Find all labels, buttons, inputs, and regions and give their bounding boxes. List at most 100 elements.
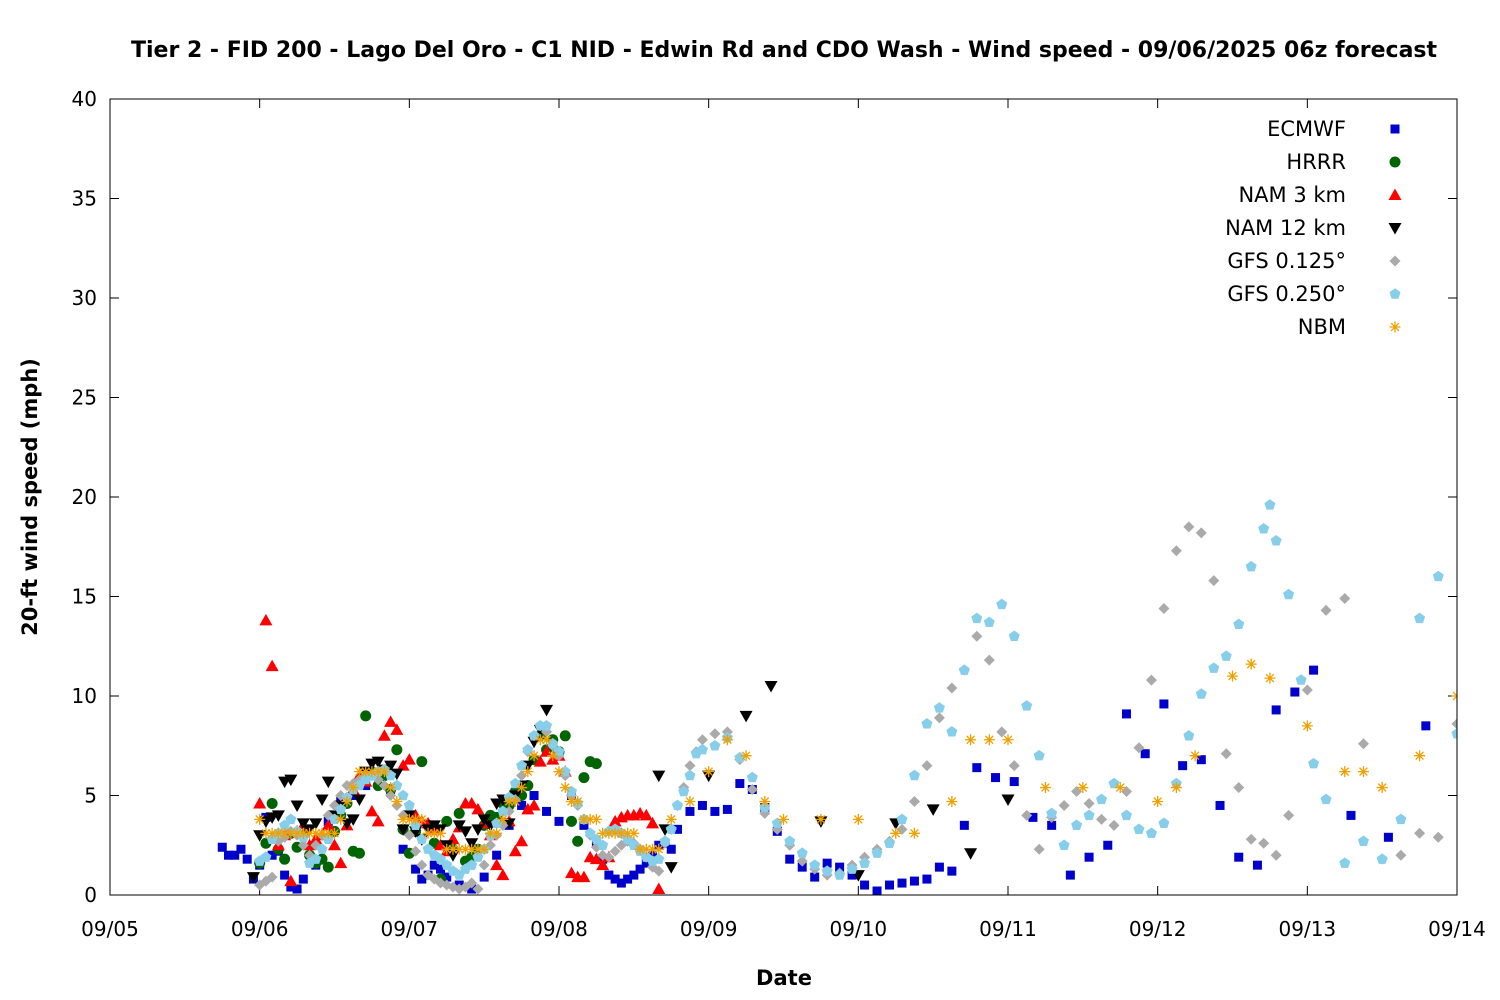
data-point (509, 777, 521, 789)
data-point (441, 843, 453, 855)
data-point (1033, 749, 1045, 761)
data-point (709, 728, 721, 740)
data-point (217, 842, 227, 852)
data-point (533, 755, 547, 767)
data-point (492, 850, 502, 860)
data-point (284, 874, 298, 887)
data-point (946, 726, 958, 737)
data-point (1120, 786, 1132, 798)
chart-title: Tier 2 - FID 200 - Lago Del Oro - C1 NID… (131, 38, 1438, 63)
data-point (1145, 674, 1157, 686)
data-point (285, 827, 297, 839)
x-tick-label: 09/11 (979, 917, 1037, 941)
data-point (697, 800, 707, 810)
data-point (352, 794, 366, 806)
data-point (648, 850, 658, 860)
data-point (629, 870, 639, 880)
data-point (471, 802, 485, 815)
data-point (372, 780, 384, 792)
legend-label: ECMWF (1267, 117, 1346, 141)
data-point (1264, 499, 1276, 510)
data-point (416, 813, 428, 825)
data-point (291, 827, 303, 839)
x-axis-label: Date (756, 966, 812, 990)
data-point (709, 739, 721, 751)
data-point (1258, 837, 1270, 849)
y-tick-label: 0 (84, 883, 97, 907)
data-point (310, 827, 322, 839)
data-point (996, 726, 1008, 738)
data-point (321, 818, 335, 831)
data-point (1215, 800, 1225, 810)
data-point (466, 859, 478, 870)
data-point (484, 827, 496, 839)
data-point (266, 871, 278, 883)
data-point (926, 804, 940, 816)
data-point (541, 720, 553, 731)
data-point (310, 853, 322, 864)
data-point (971, 630, 983, 642)
data-point (1252, 860, 1262, 870)
data-point (810, 872, 820, 882)
data-point (528, 750, 540, 762)
data-point (280, 870, 290, 880)
data-point (684, 760, 696, 772)
data-point (590, 813, 602, 825)
data-point (871, 847, 883, 858)
data-point (1233, 618, 1245, 630)
data-point (1046, 807, 1058, 819)
data-point (1414, 750, 1426, 762)
data-point (441, 859, 453, 870)
data-point (946, 795, 958, 807)
data-point (471, 824, 485, 836)
data-point (1339, 766, 1351, 778)
data-point (1196, 755, 1206, 765)
data-point (428, 827, 440, 839)
data-point (797, 862, 807, 872)
data-point (590, 758, 602, 770)
data-point (771, 817, 783, 829)
data-point (652, 770, 666, 783)
data-point (1459, 781, 1468, 790)
data-point (860, 880, 870, 890)
data-point (540, 704, 554, 717)
data-point (1432, 570, 1444, 582)
data-point (933, 702, 945, 713)
data-point (584, 827, 596, 838)
data-point (1432, 831, 1444, 843)
data-point (271, 810, 285, 822)
plot-frame (109, 98, 1458, 896)
data-point (639, 808, 653, 821)
data-point (497, 805, 509, 817)
series-0 (217, 665, 1468, 895)
data-point (572, 835, 584, 847)
data-point (497, 813, 509, 825)
data-point (1451, 728, 1457, 739)
data-point (815, 813, 827, 825)
x-tick-label: 09/12 (1129, 917, 1187, 941)
data-point (236, 844, 246, 854)
data-point (230, 850, 240, 860)
data-point (422, 843, 434, 854)
data-point (442, 872, 452, 882)
data-point (1096, 793, 1108, 805)
data-point (502, 818, 516, 830)
legend-marker (1388, 188, 1402, 200)
data-point (628, 827, 640, 839)
data-point (515, 834, 529, 847)
legend-marker (1389, 288, 1401, 299)
data-point (290, 800, 304, 812)
data-point (722, 804, 732, 814)
data-point (1140, 749, 1150, 759)
data-point (267, 850, 277, 860)
data-point (1009, 777, 1019, 787)
data-point (1159, 699, 1169, 709)
data-point (328, 838, 341, 851)
data-point (329, 827, 340, 839)
data-point (739, 710, 753, 723)
data-point (1220, 650, 1232, 661)
data-point (491, 827, 503, 839)
data-point (284, 774, 298, 787)
data-point (958, 664, 970, 675)
data-point (1227, 670, 1238, 682)
